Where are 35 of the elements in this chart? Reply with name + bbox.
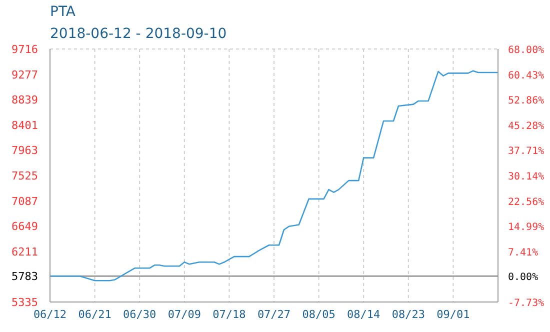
y2-tick-label: 60.43% [508, 70, 544, 82]
y-tick-label: 7963 [12, 144, 38, 158]
x-tick-label: 07/18 [212, 308, 246, 321]
y-tick-label: 9277 [12, 68, 38, 82]
y2-tick-label: -7.73% [508, 298, 544, 309]
x-tick-label: 07/09 [168, 308, 201, 321]
line-series [50, 70, 498, 282]
y2-tick-label: 0.00% [508, 272, 538, 284]
y2-tick-label: 22.56% [508, 196, 544, 208]
y2-tick-label: 68.00% [508, 45, 544, 56]
x-tick-label: 06/21 [78, 308, 112, 321]
y2-tick-label: 45.28% [508, 120, 544, 132]
chart-subtitle: 2018-06-12 - 2018-09-10 [50, 26, 227, 42]
y-tick-label: 6211 [12, 245, 38, 258]
chart-title: PTA [50, 4, 76, 20]
x-tick-label: 08/05 [302, 308, 336, 321]
y2-tick-label: 52.86% [508, 96, 544, 107]
y2-tick-label: 7.41% [508, 247, 538, 258]
x-tick-label: 07/27 [257, 308, 291, 321]
x-tick-label: 08/23 [392, 308, 425, 321]
y2-tick-label: 30.14% [508, 171, 544, 182]
y-tick-label: 9716 [12, 43, 38, 56]
y-tick-label: 7087 [12, 194, 38, 208]
y-tick-label: 6649 [12, 220, 38, 234]
x-tick-label: 06/30 [123, 308, 156, 321]
y-tick-label: 8839 [12, 94, 38, 107]
y-tick-label: 7525 [12, 170, 38, 183]
x-tick-label: 08/14 [347, 308, 381, 321]
y-tick-label: 8401 [12, 118, 38, 132]
x-tick-label: 09/01 [436, 308, 470, 321]
y-tick-label: 5783 [12, 270, 38, 284]
y2-tick-label: 14.99% [508, 222, 544, 234]
y-tick-label: 5335 [12, 296, 38, 309]
y2-tick-label: 37.71% [508, 146, 544, 158]
x-tick-label: 06/12 [33, 308, 67, 321]
